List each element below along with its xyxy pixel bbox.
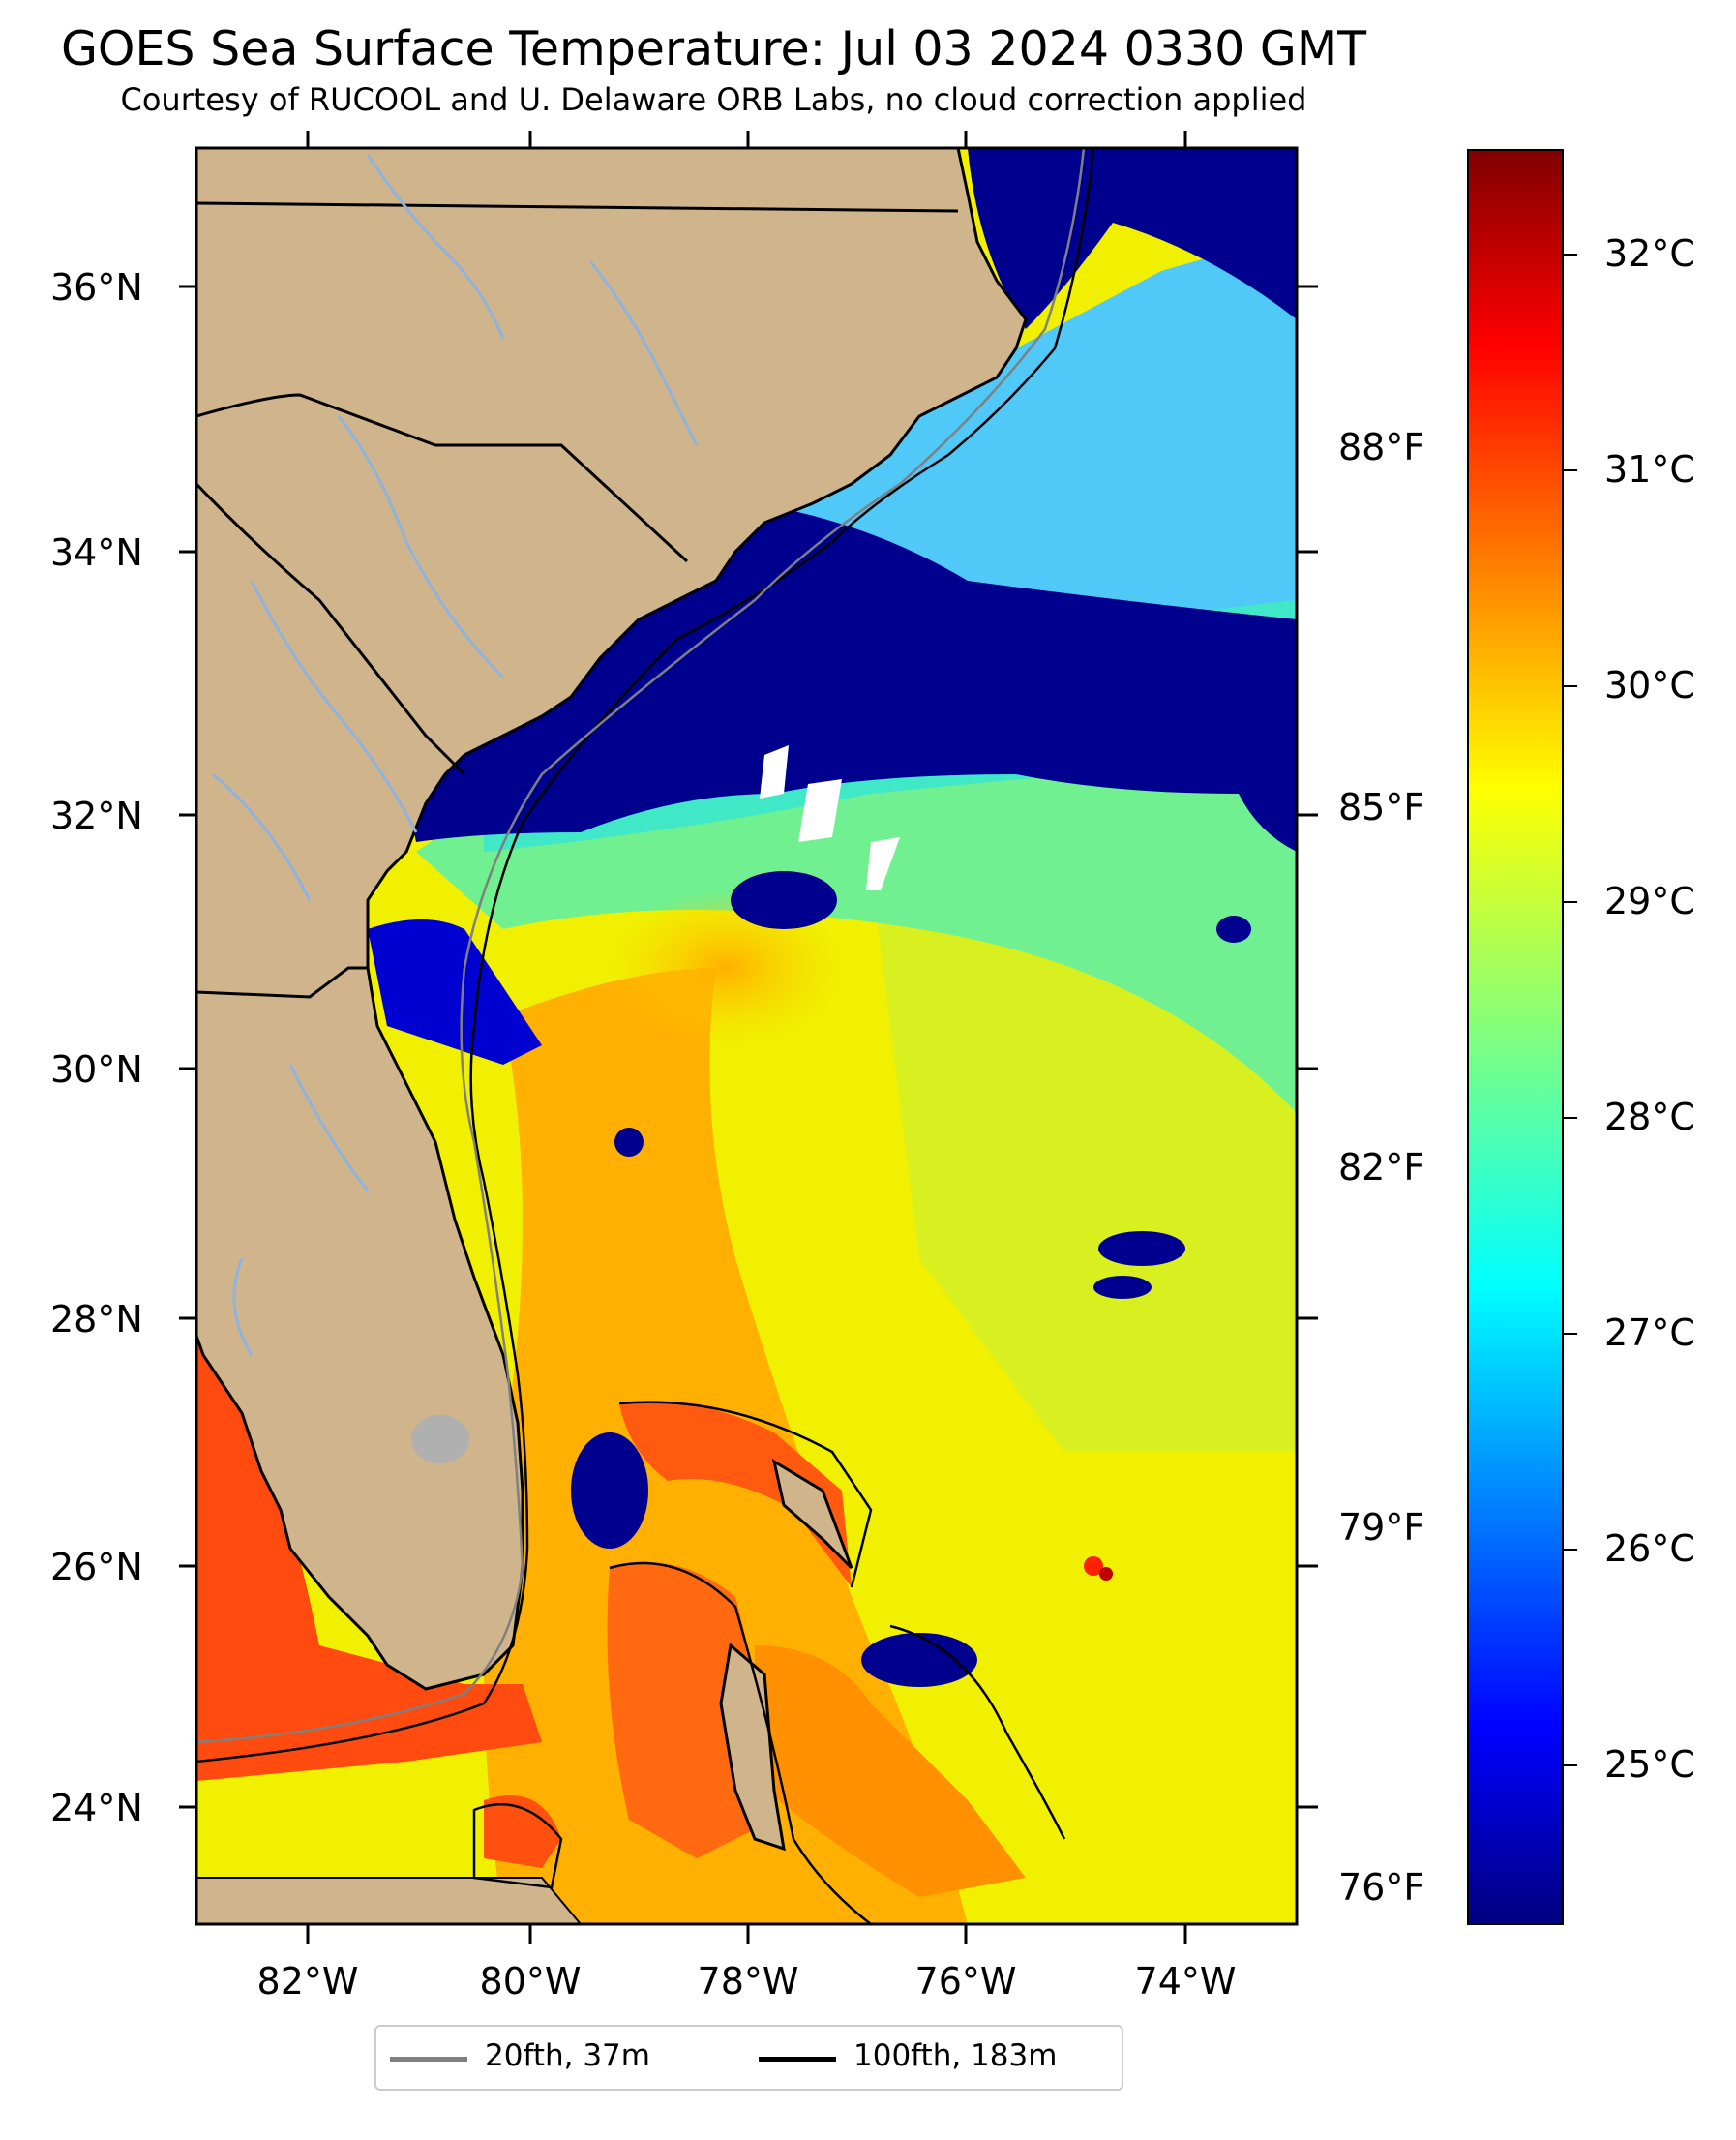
colorbar-label-26: 26°C (1604, 1527, 1695, 1570)
colorbar-label-29: 29°C (1604, 880, 1695, 922)
fahrenheit-label-85: 85°F (1338, 786, 1425, 829)
fahrenheit-label-76: 76°F (1338, 1866, 1425, 1909)
lon-label-82: 82°W (256, 1960, 359, 2003)
legend-swatch-20fth (390, 2057, 467, 2062)
colorbar-label-32: 32°C (1604, 232, 1695, 275)
lat-label-32: 32°N (50, 795, 143, 837)
legend-label-100fth: 100fth, 183m (853, 2038, 1058, 2073)
legend: 20fth, 37m 100fth, 183m (374, 2025, 1123, 2091)
lat-label-34: 34°N (50, 531, 143, 574)
colorbar-label-28: 28°C (1604, 1096, 1695, 1138)
axis-ticks (179, 131, 1318, 1944)
isobaths (196, 148, 1095, 1924)
map-subtitle: Courtesy of RUCOOL and U. Delaware ORB L… (120, 81, 1307, 118)
lon-label-76: 76°W (914, 1960, 1017, 2003)
fahrenheit-label-79: 79°F (1338, 1506, 1425, 1549)
colorbar-ticks (1563, 254, 1577, 1766)
lat-label-36: 36°N (50, 266, 143, 309)
fahrenheit-label-88: 88°F (1338, 426, 1425, 468)
colorbar (1467, 149, 1564, 1925)
lat-label-26: 26°N (50, 1546, 143, 1588)
lat-label-30: 30°N (50, 1048, 143, 1091)
lon-label-80: 80°W (479, 1960, 582, 2003)
land (196, 148, 1028, 1924)
colorbar-label-30: 30°C (1604, 664, 1695, 707)
lon-label-78: 78°W (697, 1960, 799, 2003)
fahrenheit-label-82: 82°F (1338, 1146, 1425, 1189)
colorbar-label-27: 27°C (1604, 1311, 1695, 1354)
colorbar-label-25: 25°C (1604, 1743, 1695, 1786)
map-title: GOES Sea Surface Temperature: Jul 03 202… (60, 21, 1367, 76)
colorbar-label-31: 31°C (1604, 448, 1695, 491)
lon-label-74: 74°W (1134, 1960, 1237, 2003)
lat-label-28: 28°N (50, 1298, 143, 1341)
legend-swatch-100fth (759, 2057, 836, 2062)
legend-label-20fth: 20fth, 37m (485, 2038, 650, 2073)
lat-label-24: 24°N (50, 1787, 143, 1829)
